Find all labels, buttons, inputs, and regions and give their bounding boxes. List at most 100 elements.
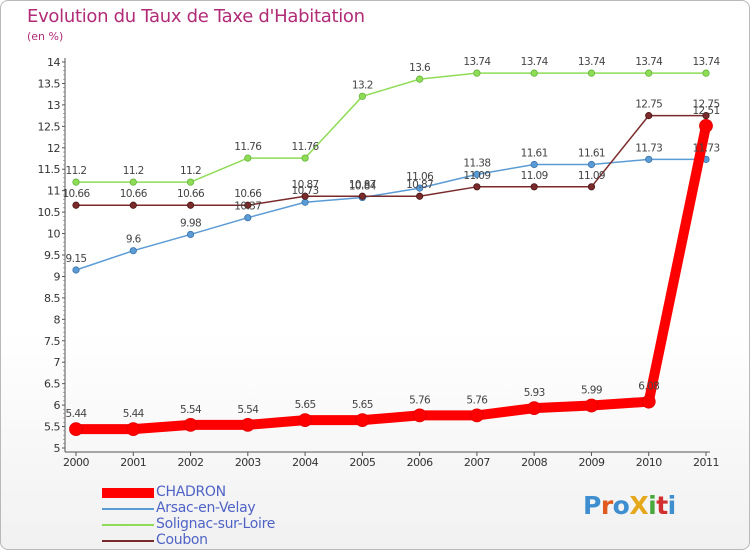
data-point-arsac-en-velay [587, 160, 596, 169]
y-tick-label: 6 [54, 399, 61, 412]
data-point-solignac-sur-loire [416, 75, 424, 83]
y-tick-label: 7.5 [44, 335, 60, 348]
data-label-coubon: 10.66 [62, 188, 90, 200]
data-label-arsac-en-velay: 11.73 [635, 142, 662, 154]
data-label-coubon: 11.09 [463, 170, 490, 182]
data-label-arsac-en-velay: 9.6 [126, 234, 142, 246]
data-label-arsac-en-velay: 10.84 [349, 181, 377, 193]
legend-item: Arsac-en-Velay [102, 500, 322, 517]
data-point-coubon [416, 192, 424, 200]
data-point-arsac-en-velay [473, 170, 481, 178]
data-label-solignac-sur-loire: 11.2 [180, 165, 201, 177]
legend-label: CHADRON [156, 484, 226, 500]
data-point-solignac-sur-loire [358, 92, 366, 100]
data-label-coubon: 10.87 [292, 179, 319, 191]
data-label-arsac-en-velay: 10.37 [234, 201, 261, 213]
data-point-coubon [186, 201, 195, 209]
data-point-solignac-sur-loire [530, 69, 538, 77]
data-label-chadron: 5.76 [466, 394, 488, 406]
data-label-solignac-sur-loire: 13.74 [635, 56, 663, 68]
data-point-coubon [645, 112, 653, 120]
data-point-arsac-en-velay [530, 160, 538, 169]
data-point-coubon [129, 201, 137, 209]
legend-label: Coubon [156, 532, 208, 548]
data-label-coubon: 10.66 [120, 188, 148, 200]
data-label-arsac-en-velay: 11.73 [692, 142, 719, 154]
data-point-arsac-en-velay [645, 155, 653, 163]
y-tick-label: 6.5 [44, 378, 60, 391]
legend-item: Solignac-sur-Loire [102, 516, 322, 533]
data-label-solignac-sur-loire: 13.74 [578, 56, 606, 68]
data-label-chadron: 5.76 [409, 394, 431, 406]
data-point-chadron [126, 422, 141, 437]
x-tick-label: 2010 [636, 456, 662, 469]
legend-label: Arsac-en-Velay [156, 500, 256, 516]
data-point-coubon [358, 192, 366, 200]
data-label-solignac-sur-loire: 11.2 [123, 165, 144, 177]
legend-swatch [102, 524, 154, 526]
y-tick-label: 11.5 [38, 163, 61, 176]
y-tick-label: 11 [47, 185, 60, 198]
data-point-solignac-sur-loire [645, 69, 653, 77]
data-point-coubon [301, 192, 309, 200]
data-label-coubon: 11.09 [521, 170, 548, 182]
x-tick-label: 2001 [120, 456, 146, 469]
data-label-solignac-sur-loire: 13.2 [352, 79, 373, 91]
y-tick-label: 9 [54, 270, 61, 283]
x-tick-label: 2011 [693, 456, 719, 469]
legend-swatch [102, 508, 154, 510]
x-tick-label: 2004 [292, 456, 318, 469]
y-tick-label: 10 [47, 228, 60, 241]
data-point-chadron [69, 422, 83, 437]
data-point-arsac-en-velay [129, 247, 137, 255]
data-label-solignac-sur-loire: 13.6 [409, 62, 431, 74]
legend-label: Solignac-sur-Loire [156, 516, 276, 532]
data-point-chadron [240, 417, 255, 432]
series-line-coubon [75, 114, 707, 206]
data-point-chadron [470, 408, 484, 423]
data-point-solignac-sur-loire [587, 69, 596, 77]
data-label-arsac-en-velay: 11.61 [521, 148, 548, 160]
data-point-coubon [587, 183, 596, 191]
data-point-arsac-en-velay [186, 230, 195, 239]
data-label-solignac-sur-loire: 11.76 [292, 141, 320, 153]
y-tick-label: 7 [54, 356, 61, 369]
data-point-solignac-sur-loire [301, 154, 309, 162]
data-label-arsac-en-velay: 11.06 [406, 171, 434, 183]
data-label-solignac-sur-loire: 11.76 [234, 141, 262, 153]
data-point-coubon [244, 201, 252, 209]
data-label-chadron: 12.51 [692, 105, 719, 117]
legend-item: Coubon [102, 532, 322, 549]
data-label-chadron: 5.44 [66, 408, 88, 420]
data-label-chadron: 6.08 [638, 381, 659, 393]
x-tick-label: 2003 [235, 456, 261, 469]
data-label-solignac-sur-loire: 13.74 [463, 56, 491, 68]
data-point-coubon [72, 201, 80, 209]
x-tick-label: 2005 [349, 456, 375, 469]
legend-item: CHADRON [102, 484, 322, 501]
data-point-solignac-sur-loire [186, 178, 195, 186]
data-label-arsac-en-velay: 9.15 [66, 253, 87, 265]
data-label-arsac-en-velay: 9.98 [180, 217, 201, 229]
data-label-arsac-en-velay: 10.73 [292, 185, 319, 197]
data-label-arsac-en-velay: 11.38 [463, 157, 490, 169]
x-tick-label: 2000 [63, 456, 89, 469]
x-tick-label: 2008 [521, 456, 547, 469]
data-point-chadron [412, 408, 427, 423]
data-label-coubon: 10.66 [177, 188, 205, 200]
data-label-solignac-sur-loire: 13.74 [692, 56, 720, 68]
data-label-solignac-sur-loire: 13.74 [521, 56, 549, 68]
data-point-solignac-sur-loire [473, 69, 481, 77]
y-tick-label: 8.5 [44, 292, 60, 305]
data-point-chadron [183, 417, 198, 432]
data-label-coubon: 12.75 [692, 99, 719, 111]
x-tick-label: 2006 [407, 456, 433, 469]
y-tick-label: 14 [47, 56, 60, 69]
data-label-coubon: 10.87 [406, 179, 433, 191]
data-point-solignac-sur-loire [244, 154, 252, 162]
y-tick-label: 12.5 [38, 120, 61, 133]
data-label-coubon: 10.66 [234, 188, 262, 200]
data-label-chadron: 5.44 [123, 408, 145, 420]
y-tick-label: 8 [54, 313, 61, 326]
